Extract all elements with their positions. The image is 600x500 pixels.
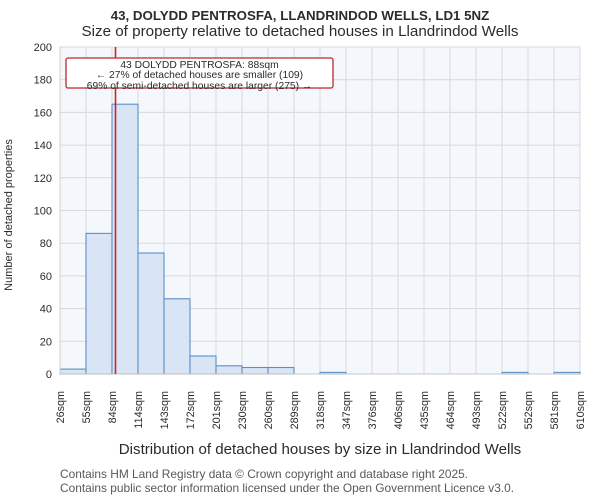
svg-text:80: 80: [40, 238, 52, 250]
svg-text:0: 0: [46, 369, 52, 381]
svg-text:200: 200: [34, 42, 52, 54]
svg-text:464sqm: 464sqm: [445, 391, 457, 429]
svg-text:114sqm: 114sqm: [133, 391, 145, 429]
svg-text:581sqm: 581sqm: [549, 391, 561, 429]
svg-text:140: 140: [34, 140, 52, 152]
svg-text:26sqm: 26sqm: [55, 391, 67, 423]
svg-text:201sqm: 201sqm: [211, 391, 223, 429]
svg-text:143sqm: 143sqm: [159, 391, 171, 429]
svg-text:610sqm: 610sqm: [575, 391, 587, 429]
svg-text:376sqm: 376sqm: [367, 391, 379, 429]
svg-text:84sqm: 84sqm: [107, 391, 119, 423]
svg-text:40: 40: [40, 304, 52, 316]
svg-text:289sqm: 289sqm: [289, 391, 301, 429]
svg-text:120: 120: [34, 173, 52, 185]
svg-text:180: 180: [34, 75, 52, 87]
svg-text:493sqm: 493sqm: [471, 391, 483, 429]
svg-text:318sqm: 318sqm: [315, 391, 327, 429]
svg-text:100: 100: [34, 206, 52, 218]
svg-text:435sqm: 435sqm: [419, 391, 431, 429]
svg-text:60: 60: [40, 271, 52, 283]
svg-text:406sqm: 406sqm: [393, 391, 405, 429]
svg-text:230sqm: 230sqm: [237, 391, 249, 429]
svg-text:552sqm: 552sqm: [523, 391, 535, 429]
svg-text:260sqm: 260sqm: [263, 391, 275, 429]
svg-text:172sqm: 172sqm: [185, 391, 197, 429]
svg-text:160: 160: [34, 107, 52, 119]
svg-text:Number of detached properties: Number of detached properties: [3, 139, 15, 291]
svg-text:20: 20: [40, 336, 52, 348]
svg-text:347sqm: 347sqm: [341, 391, 353, 429]
svg-text:522sqm: 522sqm: [497, 391, 509, 429]
svg-text:55sqm: 55sqm: [81, 391, 93, 423]
